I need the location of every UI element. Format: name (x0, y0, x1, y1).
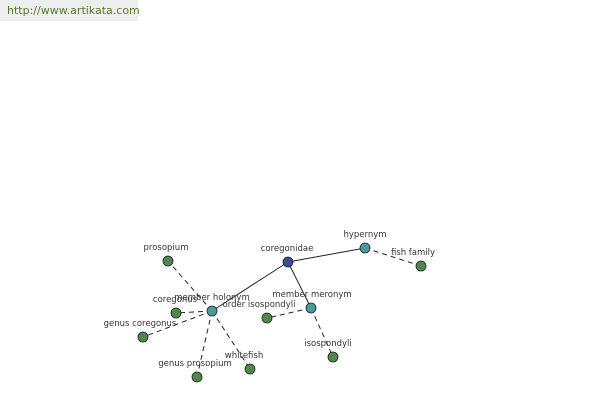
node[interactable] (170, 307, 182, 319)
edge (287, 261, 312, 309)
node-label: coregonidae (261, 244, 314, 254)
dashed-edge (310, 307, 334, 358)
node-label: genus coregonus (104, 319, 177, 329)
node-label: member holonym (174, 293, 249, 303)
node-label: order isospondyli (223, 300, 296, 310)
node-label: hypernym (343, 230, 386, 240)
node[interactable] (137, 331, 149, 343)
node-label: whitefish (225, 351, 263, 361)
node[interactable] (206, 305, 218, 317)
node[interactable] (282, 256, 294, 268)
node-label: coregonus (153, 295, 198, 305)
node-label: member meronym (272, 290, 351, 300)
dashed-edge (211, 310, 251, 370)
node[interactable] (415, 260, 427, 272)
edge (211, 261, 289, 312)
site-url[interactable]: http://www.artikata.com (0, 0, 140, 21)
node[interactable] (162, 255, 174, 267)
node-label: genus prosopium (158, 359, 232, 369)
dashed-edge (266, 307, 312, 319)
dashed-edge (196, 310, 213, 378)
node[interactable] (191, 371, 203, 383)
nodes: coregonidae hypernym fish family member hol… (104, 230, 435, 383)
node[interactable] (244, 363, 256, 375)
node[interactable] (327, 351, 339, 363)
node-label: fish family (391, 248, 435, 258)
edges (142, 247, 422, 378)
node-label: prosopium (144, 243, 189, 253)
node-label: isospondyli (304, 339, 352, 349)
node[interactable] (261, 312, 273, 324)
edge (287, 247, 366, 263)
dashed-edge (167, 260, 213, 312)
node[interactable] (305, 302, 317, 314)
node[interactable] (359, 242, 371, 254)
dashed-edge (364, 247, 422, 267)
dashed-edge (175, 310, 213, 314)
dashed-edge (142, 310, 213, 338)
